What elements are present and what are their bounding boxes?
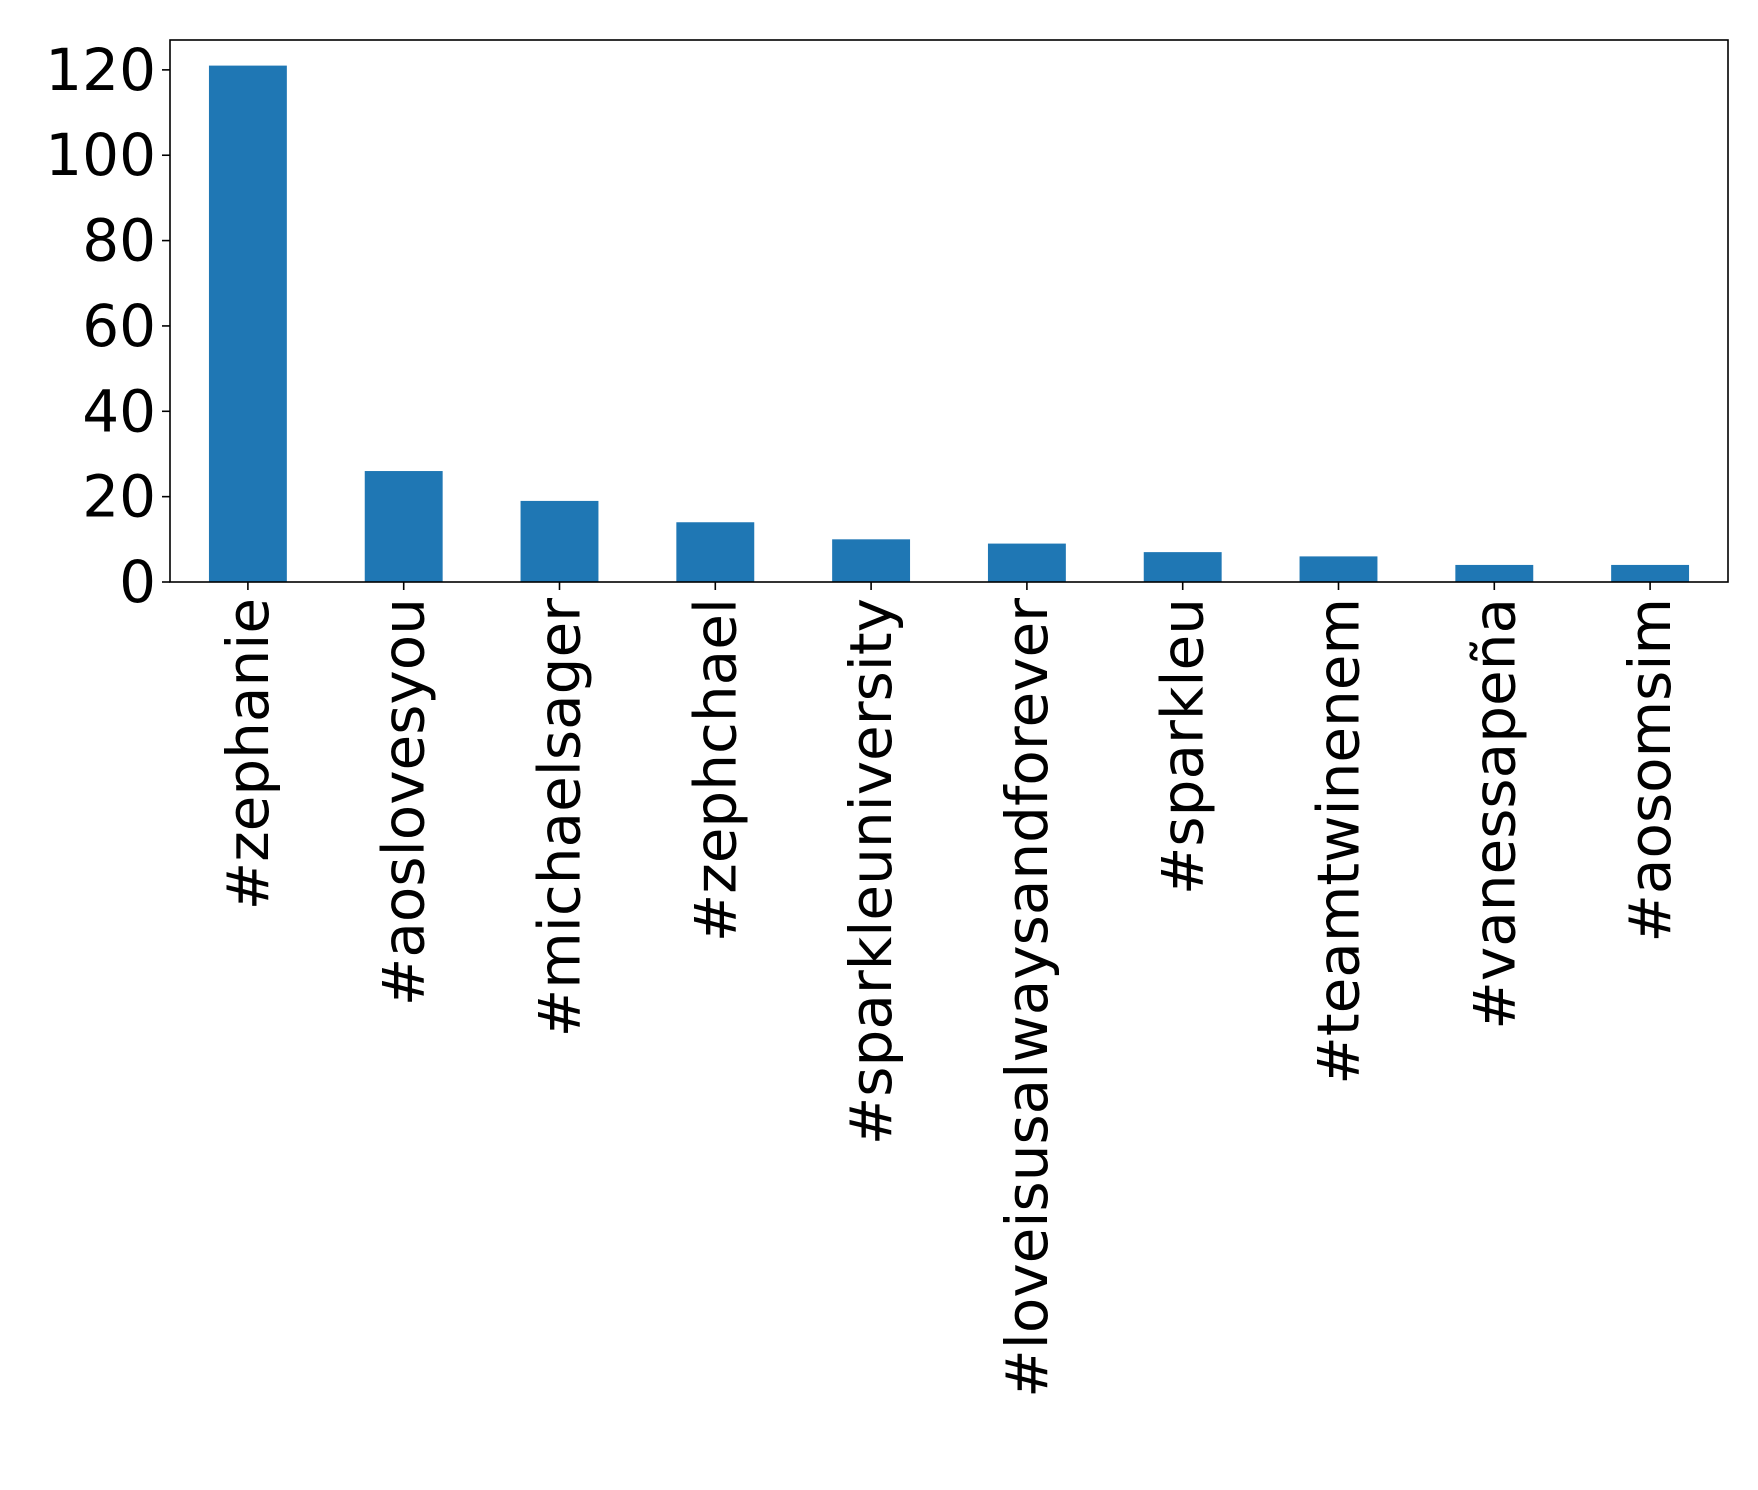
bar-0 xyxy=(208,65,287,582)
x-category-label-6: #sparkleu xyxy=(1149,598,1217,895)
bar-2 xyxy=(520,500,599,582)
x-category-label-0: #zephanie xyxy=(214,598,282,910)
y-tick-label-2: 40 xyxy=(82,377,156,445)
y-tick-label-4: 80 xyxy=(82,207,156,275)
bars-layer xyxy=(208,65,1690,582)
bar-3 xyxy=(676,522,755,582)
x-category-label-3: #zephchael xyxy=(681,598,749,942)
plot-frame xyxy=(169,39,1729,583)
x-category-label-8: #vanessapeña xyxy=(1460,598,1528,1030)
x-category-label-2: #michaelsager xyxy=(526,598,594,1037)
bar-1 xyxy=(364,471,443,582)
y-tick-label-1: 20 xyxy=(82,463,156,531)
bar-9 xyxy=(1611,564,1690,582)
x-axis: #zephanie #aoslovesyou #michaelsager #zephc… xyxy=(214,582,1684,1398)
bar-4 xyxy=(832,539,911,582)
bar-7 xyxy=(1299,556,1378,582)
y-tick-label-5: 100 xyxy=(45,121,156,189)
x-category-label-4: #sparkleuniversity xyxy=(837,598,905,1145)
y-tick-label-0: 0 xyxy=(119,548,156,616)
bar-5 xyxy=(987,543,1066,582)
x-category-label-5: #loveisusalwaysandforever xyxy=(993,598,1061,1398)
x-category-label-7: #teamtwinenem xyxy=(1305,598,1373,1085)
bar-8 xyxy=(1455,564,1534,582)
y-tick-label-3: 60 xyxy=(82,292,156,360)
x-category-label-1: #aoslovesyou xyxy=(370,598,438,1006)
x-category-label-9: #aosomsim xyxy=(1616,598,1684,943)
y-axis: 0 20 40 60 80 100 120 xyxy=(45,36,170,616)
bar-6 xyxy=(1143,552,1222,582)
y-tick-label-6: 120 xyxy=(45,36,156,104)
